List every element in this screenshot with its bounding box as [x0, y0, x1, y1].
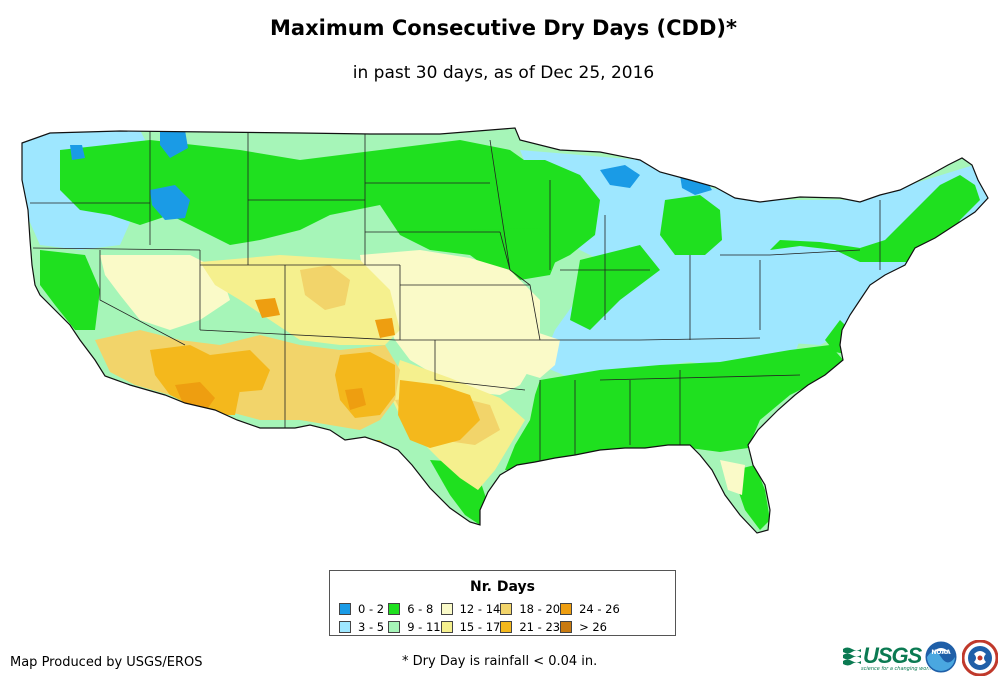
legend-label: 6 - 8 — [407, 602, 434, 616]
map-title: Maximum Consecutive Dry Days (CDD)* — [270, 16, 737, 40]
nws-logo-icon — [962, 640, 998, 676]
legend-swatch — [388, 603, 401, 615]
usgs-wordmark: USGS — [863, 643, 922, 668]
legend-swatch — [500, 603, 513, 615]
legend-items: 0 - 2 6 - 8 12 - 14 18 - 20 24 - 26 3 - … — [339, 601, 669, 635]
us-outline — [21, 127, 989, 534]
usgs-logo: USGS — [843, 643, 922, 669]
dry-day-note: * Dry Day is rainfall < 0.04 in. — [402, 654, 598, 669]
usgs-wave-icon — [843, 647, 861, 666]
noaa-logo-icon: NOAA — [924, 640, 958, 674]
legend-item: 18 - 20 — [500, 601, 560, 617]
legend-item — [620, 601, 669, 617]
map-credit: Map Produced by USGS/EROS — [10, 655, 203, 670]
legend-item: > 26 — [560, 619, 620, 635]
legend-item: 24 - 26 — [560, 601, 620, 617]
legend-swatch — [339, 621, 351, 633]
legend-swatch — [388, 621, 401, 633]
legend-label: 12 - 14 — [459, 602, 501, 616]
legend-item: 0 - 2 — [339, 601, 388, 617]
legend-label: 3 - 5 — [358, 620, 385, 634]
legend: Nr. Days 0 - 2 6 - 8 12 - 14 18 - 20 24 … — [329, 570, 676, 636]
legend-item: 9 - 11 — [388, 619, 441, 635]
noaa-logo-text: NOAA — [931, 649, 951, 656]
legend-swatch — [440, 621, 453, 633]
legend-item: 3 - 5 — [339, 619, 388, 635]
legend-swatch — [500, 621, 513, 633]
legend-item: 15 - 17 — [440, 619, 501, 635]
legend-label: 0 - 2 — [358, 602, 385, 616]
map-subtitle: in past 30 days, as of Dec 25, 2016 — [352, 63, 655, 83]
legend-label: 21 - 23 — [519, 620, 561, 634]
legend-title: Nr. Days — [470, 579, 535, 595]
legend-swatch — [560, 603, 573, 615]
legend-swatch — [440, 603, 453, 615]
usgs-tagline: science for a changing world — [861, 666, 933, 672]
legend-label: > 26 — [579, 620, 608, 634]
legend-item: 12 - 14 — [440, 601, 501, 617]
legend-label: 15 - 17 — [459, 620, 501, 634]
legend-label: 9 - 11 — [407, 620, 441, 634]
legend-swatch — [560, 621, 573, 633]
legend-label: 18 - 20 — [519, 602, 561, 616]
legend-label: 24 - 26 — [579, 602, 620, 616]
legend-swatch — [339, 603, 351, 615]
legend-item: 21 - 23 — [500, 619, 560, 635]
cdd-map-fill — [22, 128, 988, 533]
legend-item: 6 - 8 — [388, 601, 440, 617]
